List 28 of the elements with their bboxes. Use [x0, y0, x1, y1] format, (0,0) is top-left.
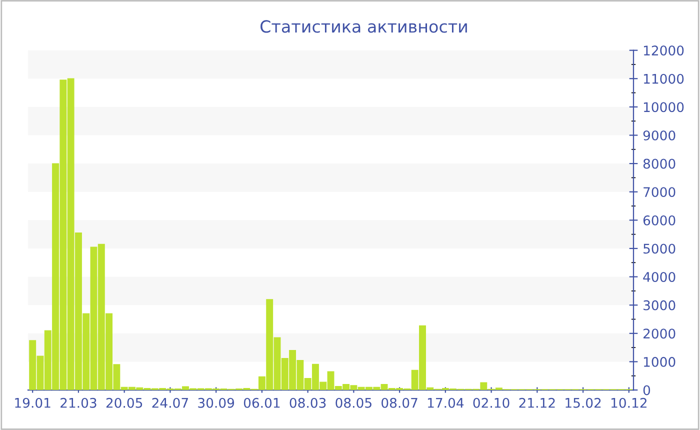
x-tick-label: 19.01: [15, 398, 50, 408]
x-tick-label: 08.05: [336, 398, 372, 408]
x-tick-label: 06.01: [244, 398, 280, 408]
y-tick-label: 5000: [644, 244, 676, 254]
y-tick-label: 9000: [643, 130, 676, 140]
y-tick-label: 7000: [644, 187, 676, 198]
x-tick-label: 15.02: [566, 398, 601, 408]
x-tick-label: 10.12: [611, 398, 646, 408]
x-tick-label: 21.03: [60, 398, 96, 408]
y-tick-label: 3000: [644, 300, 676, 310]
x-tick-label: 08.07: [382, 398, 418, 408]
x-tick-label: 17.04: [428, 398, 464, 408]
y-tick-label: 1000: [644, 356, 676, 367]
x-tick-label: 24.07: [152, 398, 188, 408]
x-tick-label: 21.12: [519, 398, 555, 408]
y-tick-label: 4000: [643, 272, 676, 282]
x-tick-label: 08.03: [290, 398, 326, 408]
chart-title: Статистика активности: [260, 20, 467, 33]
x-tick-label: 02.10: [473, 398, 510, 408]
y-tick-label: 12000: [644, 46, 684, 56]
y-tick-label: 6000: [643, 215, 676, 226]
x-tick-label: 20.05: [106, 398, 142, 408]
x-tick-label: 30.09: [198, 398, 234, 408]
y-tick-label: 8000: [643, 158, 676, 169]
y-tick-label: 0: [643, 385, 650, 396]
y-tick-label: 11000: [644, 74, 684, 84]
y-tick-label: 10000: [644, 102, 684, 112]
y-tick-label: 2000: [643, 328, 676, 339]
